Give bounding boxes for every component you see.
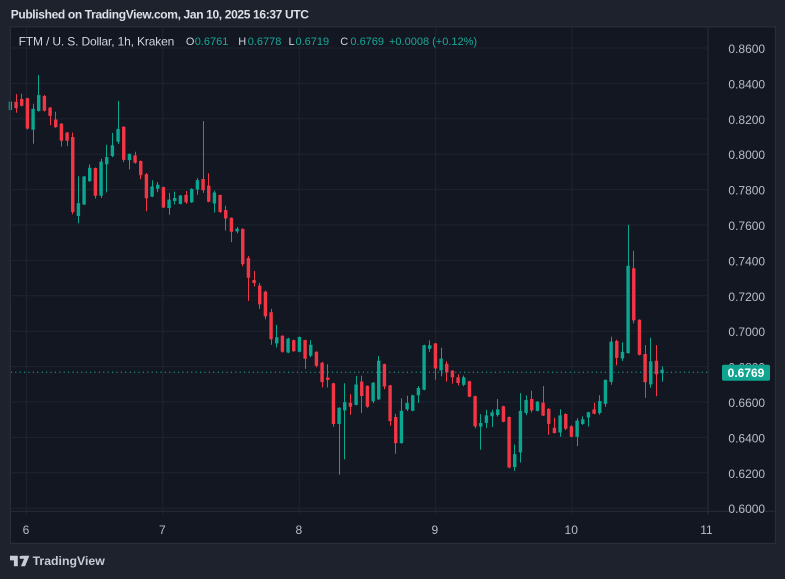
svg-text:8: 8 xyxy=(295,523,302,537)
svg-text:0.6769: 0.6769 xyxy=(350,36,384,48)
svg-text:0.8400: 0.8400 xyxy=(728,77,765,91)
svg-text:0.8200: 0.8200 xyxy=(728,113,765,127)
svg-text:0.6769: 0.6769 xyxy=(728,366,765,380)
svg-text:0.7600: 0.7600 xyxy=(728,219,765,233)
svg-text:0.7200: 0.7200 xyxy=(728,290,765,304)
svg-text:TradingView: TradingView xyxy=(33,554,106,568)
svg-text:Published on TradingView.com,: Published on TradingView.com, Jan 10, 20… xyxy=(11,8,310,22)
svg-text:0.6761: 0.6761 xyxy=(195,36,229,48)
svg-text:0.8000: 0.8000 xyxy=(728,148,765,162)
svg-text:6: 6 xyxy=(23,523,30,537)
svg-text:0.6400: 0.6400 xyxy=(728,431,765,445)
svg-text:9: 9 xyxy=(431,523,438,537)
svg-text:0.6778: 0.6778 xyxy=(248,36,282,48)
svg-text:L: L xyxy=(289,36,295,48)
svg-text:0.7000: 0.7000 xyxy=(728,325,765,339)
svg-text:+0.0008 (+0.12%): +0.0008 (+0.12%) xyxy=(389,36,477,48)
svg-text:0.6000: 0.6000 xyxy=(728,502,765,516)
svg-text:0.6600: 0.6600 xyxy=(728,396,765,410)
svg-text:C: C xyxy=(340,36,348,48)
svg-text:FTM / U. S. Dollar, 1h, Kraken: FTM / U. S. Dollar, 1h, Kraken xyxy=(19,34,175,48)
svg-text:0.7800: 0.7800 xyxy=(728,184,765,198)
svg-text:0.6200: 0.6200 xyxy=(728,467,765,481)
svg-text:H: H xyxy=(238,36,246,48)
svg-text:0.7400: 0.7400 xyxy=(728,254,765,268)
svg-text:O: O xyxy=(186,36,195,48)
svg-text:10: 10 xyxy=(565,523,579,537)
svg-text:11: 11 xyxy=(700,523,713,537)
svg-text:0.8600: 0.8600 xyxy=(728,42,765,56)
svg-text:0.6719: 0.6719 xyxy=(296,36,330,48)
svg-text:7: 7 xyxy=(159,523,166,537)
